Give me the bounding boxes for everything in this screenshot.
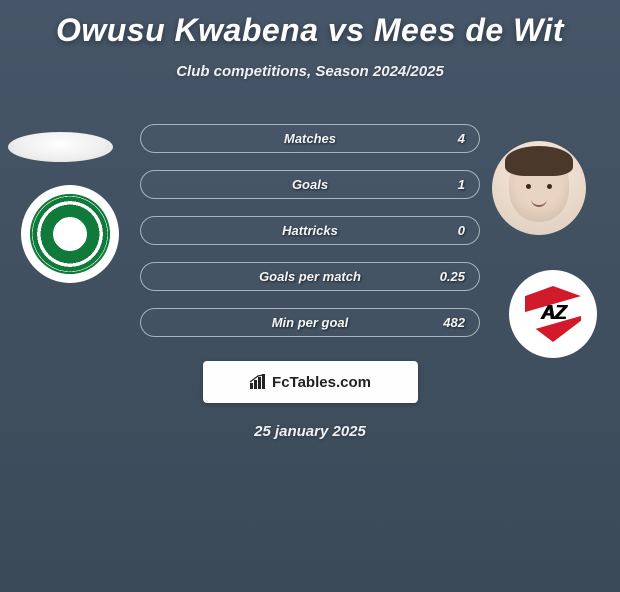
date-label: 25 january 2025	[0, 423, 620, 440]
subtitle: Club competitions, Season 2024/2025	[0, 63, 620, 80]
ferencvaros-badge-icon	[30, 194, 110, 274]
az-badge-icon: AZ	[521, 282, 585, 346]
stat-row-hattricks: Hattricks 0	[140, 216, 480, 245]
stat-label: Goals	[292, 177, 328, 192]
brand-badge[interactable]: FcTables.com	[203, 361, 418, 403]
stat-row-goals-per-match: Goals per match 0.25	[140, 262, 480, 291]
face-icon	[509, 154, 569, 222]
stat-value-right: 0	[458, 223, 465, 238]
stat-row-matches: Matches 4	[140, 124, 480, 153]
stat-value-right: 1	[458, 177, 465, 192]
club-left-crest	[21, 185, 119, 283]
player-left-photo	[8, 132, 113, 162]
stat-value-right: 0.25	[440, 269, 465, 284]
page-title: Owusu Kwabena vs Mees de Wit	[0, 12, 620, 49]
stat-label: Hattricks	[282, 223, 338, 238]
club-right-crest: AZ	[509, 270, 597, 358]
stat-label: Goals per match	[259, 269, 361, 284]
az-badge-text: AZ	[521, 302, 585, 325]
player-right-photo	[492, 141, 586, 235]
stat-value-right: 482	[443, 315, 465, 330]
stat-row-goals: Goals 1	[140, 170, 480, 199]
stat-label: Matches	[284, 131, 336, 146]
stat-value-right: 4	[458, 131, 465, 146]
stats-list: Matches 4 Goals 1 Hattricks 0 Goals per …	[140, 124, 480, 337]
stat-row-min-per-goal: Min per goal 482	[140, 308, 480, 337]
stat-label: Min per goal	[272, 315, 349, 330]
bar-chart-icon	[249, 374, 267, 390]
brand-text: FcTables.com	[272, 374, 371, 391]
